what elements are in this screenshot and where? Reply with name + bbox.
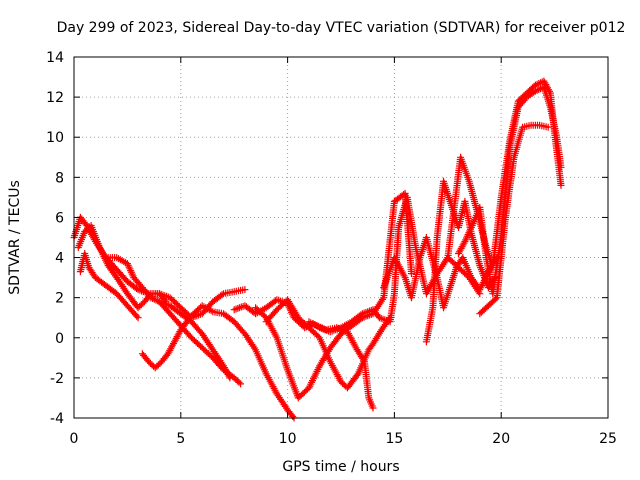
data-series-8: [252, 189, 415, 402]
data-series-2: [74, 222, 170, 312]
x-tick-label: 5: [176, 431, 185, 447]
series-markers: [76, 250, 142, 322]
y-tick-label: 4: [55, 251, 64, 267]
x-tick-label: 0: [70, 431, 79, 447]
plot-series: [70, 77, 565, 422]
series-markers: [262, 296, 394, 392]
series-markers: [138, 302, 298, 422]
x-axis-label: GPS time / hours: [282, 459, 399, 475]
series-markers: [476, 121, 552, 318]
axis-ticks: 0 5 10 15 20 25 -4 -2 0 2 4 6 8 10 12 14: [46, 50, 617, 447]
y-tick-label: 6: [55, 210, 64, 226]
data-series-3: [76, 250, 142, 322]
y-tick-label: 12: [46, 90, 64, 106]
data-series-5: [138, 302, 298, 422]
series-markers: [102, 254, 234, 382]
data-series-15: [476, 121, 552, 318]
y-tick-label: 10: [46, 130, 64, 146]
y-tick-label: 14: [46, 50, 64, 66]
y-axis-label: SDTVAR / TECUs: [7, 180, 23, 295]
series-markers: [155, 298, 245, 388]
data-series-11: [380, 234, 501, 312]
data-series-9: [262, 296, 394, 392]
data-series-6: [155, 298, 245, 388]
y-tick-label: -4: [50, 411, 64, 427]
series-markers: [380, 234, 501, 312]
x-tick-label: 25: [599, 431, 617, 447]
series-markers: [74, 222, 170, 312]
plot-frame: [73, 56, 609, 419]
y-tick-label: 0: [55, 331, 64, 347]
x-tick-label: 20: [492, 431, 510, 447]
y-tick-label: -2: [50, 371, 64, 387]
series-markers: [305, 193, 484, 336]
data-series-4: [102, 254, 234, 382]
chart-title: Day 299 of 2023, Sidereal Day-to-day VTE…: [57, 20, 626, 36]
x-tick-label: 10: [279, 431, 297, 447]
y-tick-label: 2: [55, 291, 64, 307]
series-markers: [252, 189, 415, 402]
x-tick-label: 15: [385, 431, 403, 447]
y-tick-label: 8: [55, 170, 64, 186]
